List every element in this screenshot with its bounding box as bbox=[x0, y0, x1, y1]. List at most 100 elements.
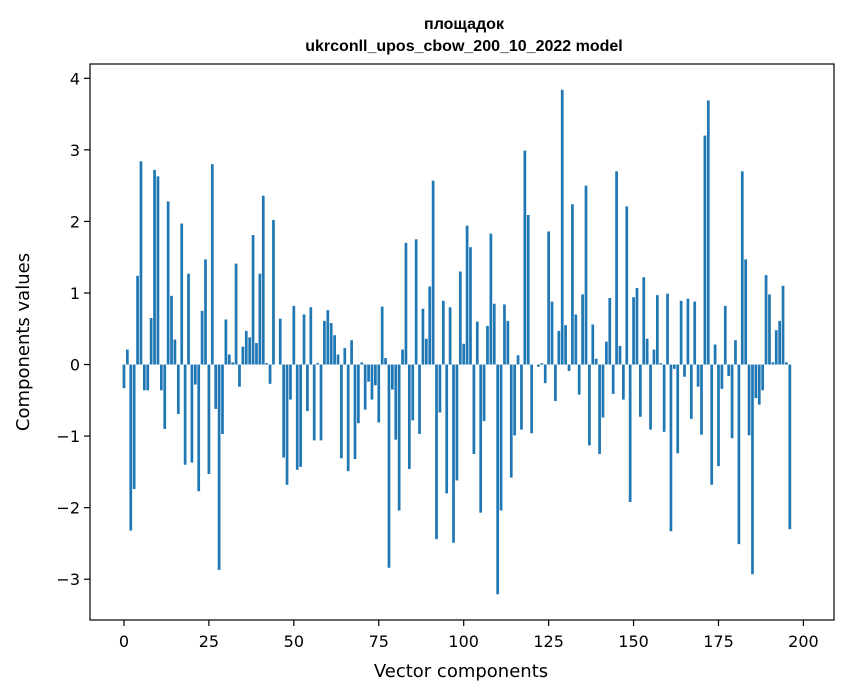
bar-21 bbox=[193, 364, 197, 385]
bar-138 bbox=[591, 324, 595, 365]
bar-27 bbox=[214, 364, 218, 409]
bar-161 bbox=[669, 364, 673, 532]
bar-152 bbox=[638, 364, 642, 417]
bar-18 bbox=[183, 364, 187, 465]
x-axis-label: Vector components bbox=[374, 661, 548, 682]
bar-33 bbox=[234, 263, 238, 365]
bar-162 bbox=[672, 364, 676, 369]
y-tick-label--2: −2 bbox=[56, 499, 80, 518]
bar-58 bbox=[319, 364, 323, 441]
bar-99 bbox=[458, 271, 462, 365]
bar-98 bbox=[455, 364, 459, 481]
bar-76 bbox=[380, 306, 384, 365]
bar-77 bbox=[384, 358, 387, 365]
bar-123 bbox=[540, 363, 544, 365]
x-axis-ticks: 0 25 50 75 100 125 150 175 200 bbox=[119, 620, 819, 651]
bar-114 bbox=[509, 364, 513, 478]
y-tick-label--3: −3 bbox=[56, 570, 80, 589]
x-tick-label-175: 175 bbox=[703, 632, 734, 651]
bar-190 bbox=[768, 294, 771, 365]
bar-133 bbox=[574, 314, 578, 365]
bar-149 bbox=[628, 364, 632, 502]
x-tick-label-125: 125 bbox=[533, 632, 564, 651]
bar-139 bbox=[594, 358, 598, 365]
bar-184 bbox=[747, 364, 751, 436]
bar-141 bbox=[601, 364, 605, 418]
bar-72 bbox=[367, 364, 370, 382]
bar-52 bbox=[299, 364, 302, 467]
bar-88 bbox=[421, 308, 425, 365]
bar-117 bbox=[520, 364, 523, 430]
bar-62 bbox=[333, 335, 336, 365]
bar-100 bbox=[462, 343, 466, 365]
bar-61 bbox=[329, 323, 333, 365]
bar-151 bbox=[635, 287, 639, 365]
bar-170 bbox=[700, 364, 703, 435]
x-tick-label-200: 200 bbox=[788, 632, 819, 651]
bar-164 bbox=[679, 300, 683, 365]
bar-67 bbox=[350, 340, 353, 365]
bar-48 bbox=[285, 364, 289, 485]
x-tick-label-150: 150 bbox=[618, 632, 649, 651]
bar-83 bbox=[404, 242, 408, 365]
bar-38 bbox=[251, 235, 255, 365]
bar-14 bbox=[170, 295, 173, 365]
bar-171 bbox=[703, 135, 707, 365]
bar-180 bbox=[734, 340, 737, 365]
bar-91 bbox=[431, 180, 435, 365]
bar-54 bbox=[306, 364, 309, 412]
bar-193 bbox=[778, 320, 782, 365]
bar-106 bbox=[482, 364, 486, 422]
bar-74 bbox=[374, 364, 377, 386]
bar-86 bbox=[414, 239, 418, 365]
bar-157 bbox=[655, 295, 659, 365]
bar-71 bbox=[363, 364, 367, 410]
bar-105 bbox=[479, 364, 483, 513]
x-tick-label-0: 0 bbox=[119, 632, 129, 651]
bar-69 bbox=[357, 364, 360, 424]
bar-125 bbox=[547, 231, 550, 365]
bar-93 bbox=[438, 364, 442, 413]
bar-136 bbox=[584, 185, 588, 365]
bar-26 bbox=[210, 164, 214, 365]
bar-112 bbox=[503, 304, 506, 365]
bar-108 bbox=[489, 233, 493, 365]
y-tick-label-2: 2 bbox=[70, 212, 80, 231]
bar-96 bbox=[448, 307, 452, 365]
bar-156 bbox=[652, 349, 656, 365]
bar-186 bbox=[754, 364, 758, 399]
bar-63 bbox=[336, 354, 340, 365]
bar-159 bbox=[662, 364, 666, 432]
bar-53 bbox=[302, 314, 306, 365]
bar-115 bbox=[513, 364, 517, 436]
bar-104 bbox=[475, 321, 479, 365]
bar-183 bbox=[744, 259, 748, 365]
bar-127 bbox=[554, 364, 557, 402]
bar-28 bbox=[217, 364, 221, 570]
bar-128 bbox=[557, 330, 561, 365]
bar-73 bbox=[370, 364, 374, 400]
y-tick-label-0: 0 bbox=[70, 356, 80, 375]
bar-129 bbox=[560, 89, 564, 365]
y-tick-label-1: 1 bbox=[70, 284, 80, 303]
bar-181 bbox=[737, 364, 741, 545]
bar-44 bbox=[272, 219, 275, 365]
bar-9 bbox=[153, 169, 156, 365]
bar-82 bbox=[401, 349, 404, 365]
bar-3 bbox=[132, 364, 136, 490]
bar-40 bbox=[258, 273, 262, 365]
bar-60 bbox=[326, 310, 330, 365]
bar-116 bbox=[516, 355, 520, 365]
bar-144 bbox=[611, 364, 615, 394]
bar-163 bbox=[676, 364, 680, 454]
bar-15 bbox=[173, 339, 177, 365]
x-tick-label-100: 100 bbox=[448, 632, 479, 651]
bar-158 bbox=[659, 363, 663, 365]
bar-120 bbox=[530, 364, 534, 434]
bar-32 bbox=[231, 362, 235, 365]
bar-46 bbox=[278, 318, 282, 365]
y-tick-label-4: 4 bbox=[70, 69, 80, 88]
bar-111 bbox=[499, 364, 503, 511]
bar-153 bbox=[642, 277, 646, 365]
bar-47 bbox=[282, 364, 286, 458]
